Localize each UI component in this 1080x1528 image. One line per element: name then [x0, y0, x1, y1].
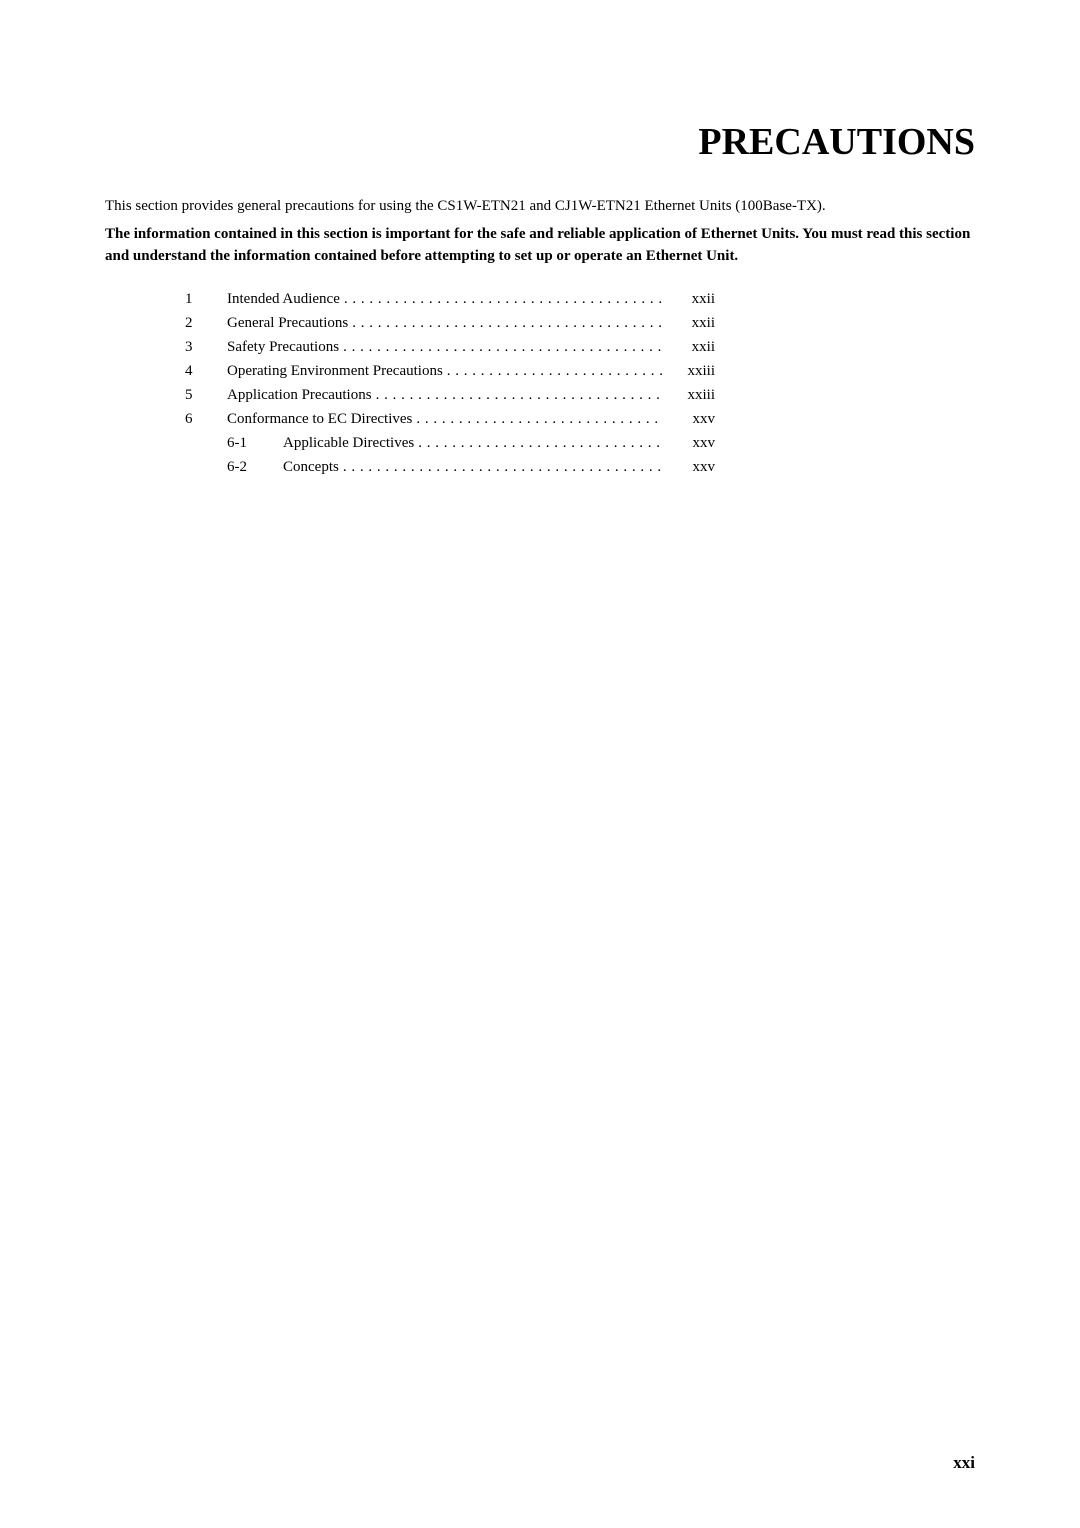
toc-leader — [348, 311, 663, 335]
toc-page: xxv — [663, 407, 715, 431]
toc-sub-page: xxv — [663, 455, 715, 479]
toc-number: 6 — [185, 407, 227, 431]
toc-label: Intended Audience — [227, 287, 340, 311]
toc-leader — [340, 287, 663, 311]
page-title: PRECAUTIONS — [105, 120, 975, 164]
toc-label: Safety Precautions — [227, 335, 339, 359]
table-of-contents: 1 Intended Audience xxii 2 General Preca… — [185, 287, 715, 479]
toc-sub-number: 6-1 — [227, 431, 283, 455]
toc-sub-number: 6-2 — [227, 455, 283, 479]
toc-entry: 6 Conformance to EC Directives xxv — [185, 407, 715, 431]
toc-label: Conformance to EC Directives — [227, 407, 412, 431]
toc-sub-entry: 6-2 Concepts xxv — [185, 455, 715, 479]
toc-page: xxii — [663, 287, 715, 311]
toc-number: 2 — [185, 311, 227, 335]
toc-sub-entry: 6-1 Applicable Directives xxv — [185, 431, 715, 455]
intro-paragraph: This section provides general precaution… — [105, 196, 975, 218]
toc-sub-label: Applicable Directives — [283, 431, 414, 455]
toc-page: xxiii — [663, 359, 715, 383]
toc-page: xxiii — [663, 383, 715, 407]
toc-number: 5 — [185, 383, 227, 407]
toc-number: 1 — [185, 287, 227, 311]
toc-page: xxii — [663, 311, 715, 335]
toc-entry: 5 Application Precautions xxiii — [185, 383, 715, 407]
toc-page: xxii — [663, 335, 715, 359]
toc-leader — [443, 359, 663, 383]
toc-leader — [339, 335, 663, 359]
toc-label: General Precautions — [227, 311, 348, 335]
page-number: xxi — [953, 1453, 975, 1473]
toc-entry: 4 Operating Environment Precautions xxii… — [185, 359, 715, 383]
toc-sub-label: Concepts — [283, 455, 339, 479]
toc-leader — [412, 407, 663, 431]
important-note: The information contained in this sectio… — [105, 224, 975, 268]
toc-label: Operating Environment Precautions — [227, 359, 443, 383]
toc-label: Application Precautions — [227, 383, 372, 407]
toc-entry: 2 General Precautions xxii — [185, 311, 715, 335]
toc-leader — [414, 431, 663, 455]
toc-leader — [339, 455, 663, 479]
toc-leader — [372, 383, 663, 407]
toc-number: 3 — [185, 335, 227, 359]
toc-number: 4 — [185, 359, 227, 383]
toc-entry: 3 Safety Precautions xxii — [185, 335, 715, 359]
toc-sub-page: xxv — [663, 431, 715, 455]
toc-entry: 1 Intended Audience xxii — [185, 287, 715, 311]
